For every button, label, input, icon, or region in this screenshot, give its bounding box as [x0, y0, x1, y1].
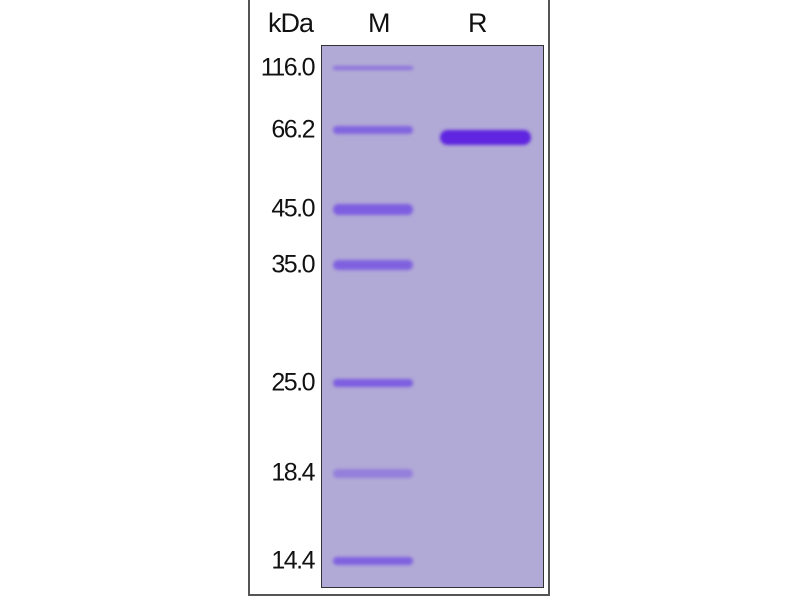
- marker-band: [333, 468, 413, 478]
- marker-label: 18.4: [271, 458, 315, 487]
- marker-label: 25.0: [271, 368, 315, 397]
- marker-label: 45.0: [271, 194, 315, 223]
- marker-band: [333, 379, 413, 387]
- marker-band: [333, 260, 413, 270]
- marker-label: 66.2: [271, 115, 315, 144]
- marker-band: [333, 126, 413, 134]
- marker-label: 116.0: [260, 53, 316, 82]
- sample-band: [440, 130, 531, 145]
- marker-band: [333, 66, 413, 70]
- marker-label: 14.4: [271, 546, 315, 575]
- marker-band: [333, 557, 413, 565]
- lane-label-r: R: [468, 8, 487, 38]
- unit-label: kDa: [268, 8, 314, 38]
- marker-band: [333, 203, 413, 215]
- marker-label: 35.0: [271, 250, 315, 279]
- lane-label-m: M: [368, 8, 390, 38]
